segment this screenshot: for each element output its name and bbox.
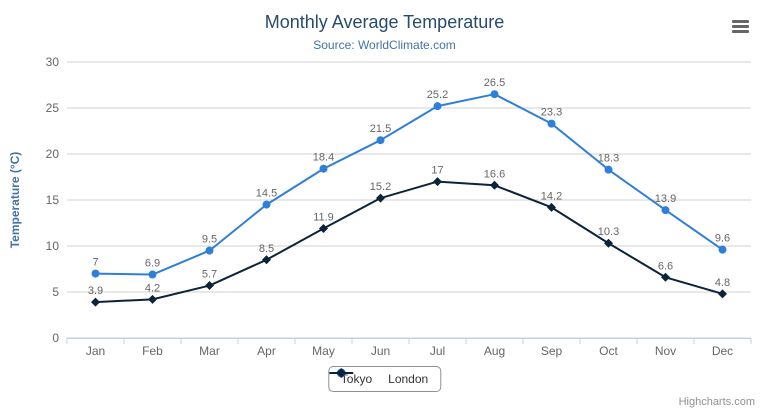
- data-point-tokyo-jul[interactable]: [433, 102, 442, 111]
- data-point-tokyo-jun[interactable]: [376, 136, 385, 145]
- x-axis-label: Jun: [371, 344, 390, 358]
- y-axis-label: 25: [46, 101, 60, 115]
- data-label: 18.4: [313, 152, 334, 164]
- hamburger-icon: [732, 25, 749, 28]
- x-axis-label: Feb: [142, 344, 163, 358]
- data-label: 25.2: [427, 89, 448, 101]
- y-axis-label: 30: [46, 55, 60, 69]
- x-axis-label: Nov: [655, 344, 676, 358]
- x-axis-label: Aug: [484, 344, 505, 358]
- data-label: 10.3: [598, 226, 619, 238]
- data-point-london-jan[interactable]: [91, 297, 100, 307]
- data-label: 6.6: [658, 260, 673, 272]
- x-axis-label: May: [312, 344, 335, 358]
- data-point-tokyo-oct[interactable]: [604, 165, 613, 174]
- data-point-tokyo-aug[interactable]: [490, 90, 499, 99]
- hamburger-icon: [732, 20, 749, 23]
- x-axis-label: Jul: [430, 344, 445, 358]
- data-point-london-nov[interactable]: [661, 272, 670, 282]
- data-label: 14.2: [541, 190, 562, 202]
- data-label: 26.5: [484, 77, 505, 89]
- data-label: 11.9: [313, 212, 334, 224]
- y-axis-label: 5: [52, 285, 59, 299]
- hamburger-icon: [732, 30, 749, 33]
- chart-subtitle: Source: WorldClimate.com: [313, 38, 456, 52]
- data-point-tokyo-nov[interactable]: [661, 206, 670, 215]
- credits-link[interactable]: Highcharts.com: [678, 396, 755, 408]
- data-point-london-mar[interactable]: [205, 281, 214, 291]
- data-point-tokyo-dec[interactable]: [718, 245, 727, 254]
- data-point-tokyo-feb[interactable]: [148, 270, 157, 279]
- legend-label-london: London: [388, 372, 429, 386]
- legend-label-tokyo: Tokyo: [340, 372, 373, 386]
- data-label: 14.5: [256, 188, 277, 200]
- legend: Tokyo London: [327, 366, 442, 392]
- data-label: 16.6: [484, 168, 505, 180]
- y-axis-label: 20: [46, 147, 60, 161]
- x-axis-label: Sep: [541, 344, 563, 358]
- y-axis-label: 10: [46, 239, 60, 253]
- context-menu-button[interactable]: [732, 20, 749, 33]
- data-label: 15.2: [370, 181, 391, 193]
- chart-title: Monthly Average Temperature: [264, 12, 505, 32]
- legend-item-london[interactable]: London: [328, 368, 429, 386]
- data-label: 21.5: [370, 123, 391, 135]
- data-label: 18.3: [598, 153, 619, 165]
- data-point-tokyo-may[interactable]: [319, 164, 328, 173]
- data-label: 17: [431, 165, 443, 177]
- x-axis-label: Dec: [712, 344, 733, 358]
- data-label: 6.9: [145, 258, 160, 270]
- data-point-london-jul[interactable]: [433, 177, 442, 187]
- data-point-london-dec[interactable]: [718, 289, 727, 299]
- london-series-marker-icon: [328, 368, 353, 378]
- data-point-london-feb[interactable]: [148, 294, 157, 304]
- data-label: 4.2: [145, 282, 160, 294]
- data-label: 9.5: [202, 234, 217, 246]
- data-point-tokyo-apr[interactable]: [262, 200, 271, 209]
- data-point-tokyo-jan[interactable]: [91, 269, 100, 278]
- data-label: 9.6: [715, 233, 730, 245]
- y-axis-label: 0: [52, 331, 59, 345]
- x-axis-label: Oct: [599, 344, 618, 358]
- data-point-london-oct[interactable]: [604, 238, 613, 248]
- data-point-london-may[interactable]: [319, 224, 328, 234]
- data-label: 23.3: [541, 107, 562, 119]
- y-axis-title: Temperature (°C): [8, 152, 22, 249]
- data-label: 5.7: [202, 269, 217, 281]
- x-axis-label: Apr: [257, 344, 276, 358]
- x-axis-label: Jan: [86, 344, 105, 358]
- data-point-london-apr[interactable]: [262, 255, 271, 265]
- data-label: 7: [92, 257, 98, 269]
- data-point-london-aug[interactable]: [490, 180, 499, 190]
- data-label: 3.9: [88, 285, 103, 297]
- data-point-london-jun[interactable]: [376, 193, 385, 203]
- data-point-tokyo-mar[interactable]: [205, 246, 214, 255]
- x-axis-label: Mar: [199, 344, 220, 358]
- data-label: 4.8: [715, 277, 730, 289]
- data-label: 8.5: [259, 243, 274, 255]
- data-point-tokyo-sep[interactable]: [547, 119, 556, 128]
- y-axis-label: 15: [46, 193, 60, 207]
- data-point-london-sep[interactable]: [547, 202, 556, 212]
- data-label: 13.9: [655, 193, 676, 205]
